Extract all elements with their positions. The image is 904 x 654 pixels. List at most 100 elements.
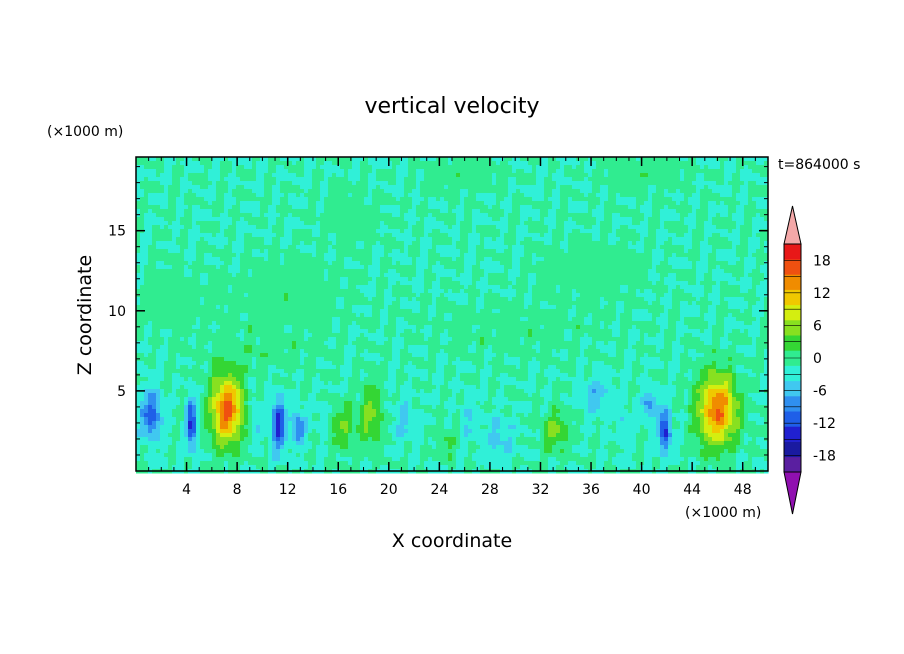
heatmap-cell [136, 157, 141, 162]
heatmap-cell [332, 221, 337, 226]
heatmap-cell [544, 173, 549, 178]
heatmap-cell [136, 193, 141, 198]
heatmap-cell [236, 221, 241, 226]
heatmap-cell [204, 281, 209, 286]
heatmap-cell [604, 277, 609, 282]
heatmap-cell [584, 185, 589, 190]
heatmap-cell [488, 241, 493, 246]
heatmap-cell [720, 189, 725, 194]
heatmap-cell [432, 277, 437, 282]
heatmap-cell [656, 173, 661, 178]
heatmap-cell [724, 201, 729, 206]
heatmap-cell [136, 197, 141, 202]
heatmap-cell [688, 169, 693, 174]
heatmap-cell [196, 249, 201, 254]
heatmap-cell [576, 189, 581, 194]
heatmap-cell [744, 253, 749, 258]
heatmap-cell [592, 265, 597, 270]
heatmap-cell [540, 277, 545, 282]
heatmap-cell [172, 225, 177, 230]
heatmap-cell [660, 229, 665, 234]
heatmap-cell [704, 165, 709, 170]
heatmap-cell [720, 201, 725, 206]
heatmap-cell [668, 269, 673, 274]
heatmap-cell [560, 165, 565, 170]
heatmap-cell [396, 217, 401, 222]
heatmap-cell [236, 253, 241, 258]
heatmap-cell [504, 193, 509, 198]
heatmap-cell [756, 273, 761, 278]
heatmap-cell [456, 157, 461, 162]
heatmap-cell [616, 217, 621, 222]
heatmap-cell [704, 157, 709, 162]
heatmap-cell [184, 173, 189, 178]
heatmap-cell [604, 177, 609, 182]
heatmap-cell [340, 249, 345, 254]
heatmap-cell [324, 217, 329, 222]
heatmap-cell [636, 253, 641, 258]
heatmap-cell [144, 161, 149, 166]
heatmap-cell [412, 197, 417, 202]
heatmap-cell [608, 201, 613, 206]
heatmap-cell [732, 201, 737, 206]
heatmap-cell [308, 193, 313, 198]
heatmap-cell [568, 193, 573, 198]
heatmap-cell [544, 229, 549, 234]
heatmap-cell [628, 197, 633, 202]
heatmap-cell [276, 281, 281, 286]
heatmap-cell [392, 253, 397, 258]
heatmap-cell [612, 185, 617, 190]
heatmap-cell [684, 269, 689, 274]
heatmap-cell [516, 201, 521, 206]
heatmap-cell [584, 261, 589, 266]
heatmap-cell [576, 241, 581, 246]
heatmap-cell [636, 257, 641, 262]
heatmap-cell [160, 165, 165, 170]
heatmap-cell [448, 273, 453, 278]
heatmap-cell [260, 229, 265, 234]
heatmap-cell [484, 249, 489, 254]
heatmap-cell [224, 205, 229, 210]
heatmap-cell [708, 225, 713, 230]
heatmap-cell [248, 197, 253, 202]
heatmap-cell [164, 257, 169, 262]
heatmap-cell [472, 181, 477, 186]
heatmap-cell [524, 205, 529, 210]
heatmap-cell [668, 265, 673, 270]
heatmap-cell [644, 229, 649, 234]
heatmap-cell [396, 185, 401, 190]
heatmap-cell [384, 257, 389, 262]
heatmap-cell [408, 181, 413, 186]
heatmap-cell [204, 269, 209, 274]
heatmap-cell [588, 193, 593, 198]
heatmap-cell [448, 237, 453, 242]
heatmap-cell [136, 221, 141, 226]
heatmap-cell [472, 193, 477, 198]
heatmap-cell [244, 165, 249, 170]
heatmap-cell [544, 177, 549, 182]
heatmap-cell [648, 269, 653, 274]
heatmap-cell [372, 165, 377, 170]
heatmap-cell [596, 229, 601, 234]
heatmap-cell [288, 277, 293, 282]
heatmap-cell [244, 189, 249, 194]
heatmap-cell [708, 249, 713, 254]
heatmap-cell [292, 161, 297, 166]
heatmap-cell [148, 249, 153, 254]
heatmap-cell [484, 201, 489, 206]
heatmap-cell [436, 281, 441, 286]
heatmap-cell [456, 173, 461, 178]
heatmap-cell [340, 157, 345, 162]
heatmap-cell [428, 225, 433, 230]
heatmap-cell [656, 217, 661, 222]
heatmap-cell [520, 217, 525, 222]
heatmap-cell [416, 277, 421, 282]
heatmap-cell [228, 233, 233, 238]
heatmap-cell [320, 241, 325, 246]
heatmap-cell [292, 177, 297, 182]
heatmap-cell [316, 213, 321, 218]
heatmap-cell [580, 233, 585, 238]
heatmap-cell [492, 281, 497, 286]
heatmap-cell [456, 165, 461, 170]
heatmap-cell [540, 265, 545, 270]
